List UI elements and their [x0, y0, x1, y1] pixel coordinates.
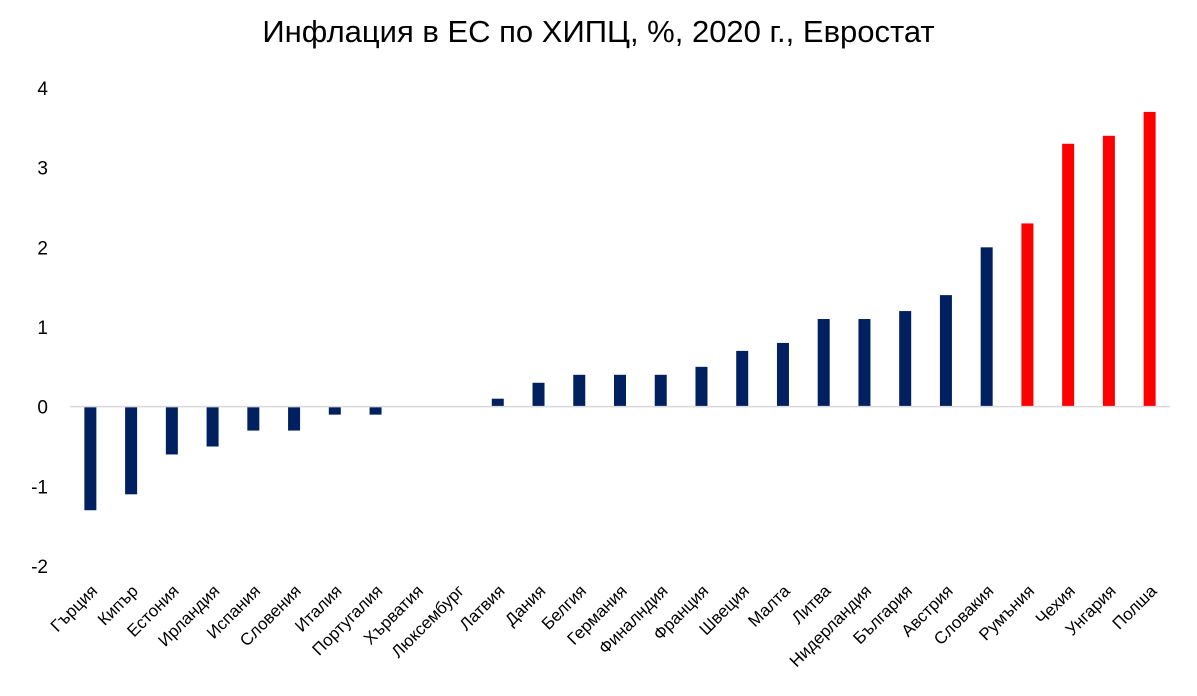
y-tick-label: 0 [37, 398, 48, 419]
bar [573, 374, 586, 407]
x-axis-ticks: ГърцияКипърЕстонияИрландияИспанияСловени… [47, 581, 1161, 671]
x-tick-label: Латвия [456, 581, 509, 634]
bar [247, 406, 260, 431]
y-axis-ticks: -2 -1 0 1 2 3 4 [31, 79, 48, 578]
bar [328, 406, 341, 415]
bar [695, 366, 708, 407]
x-tick-label: Малта [744, 581, 794, 631]
bar [939, 295, 952, 407]
bar [614, 374, 626, 407]
x-tick-label: Полша [1109, 581, 1161, 633]
bar [206, 406, 219, 447]
bar [125, 406, 138, 495]
y-tick-label: -2 [31, 557, 48, 578]
y-tick-label: 4 [37, 79, 48, 100]
bar [858, 319, 871, 407]
bar [369, 406, 382, 415]
x-tick-label: Гърция [47, 581, 101, 635]
y-tick-label: 2 [37, 238, 48, 259]
bar [1102, 135, 1115, 407]
bar [899, 311, 912, 407]
bar [1143, 111, 1156, 407]
y-tick-label: -1 [31, 477, 48, 498]
bar [532, 382, 545, 407]
bar [491, 398, 504, 407]
bar [84, 406, 97, 511]
bars [84, 111, 1156, 511]
bar [980, 247, 993, 407]
bar [654, 374, 667, 407]
bar [736, 350, 749, 407]
bar [1021, 223, 1034, 407]
y-tick-label: 3 [37, 159, 48, 180]
chart-title: Инфлация в ЕС по ХИПЦ, %, 2020 г., Еврос… [262, 14, 935, 49]
bar [776, 342, 789, 407]
bar [288, 406, 301, 431]
bar [817, 319, 830, 407]
bar [165, 406, 178, 455]
y-tick-label: 1 [37, 318, 48, 339]
bar [1062, 143, 1075, 407]
